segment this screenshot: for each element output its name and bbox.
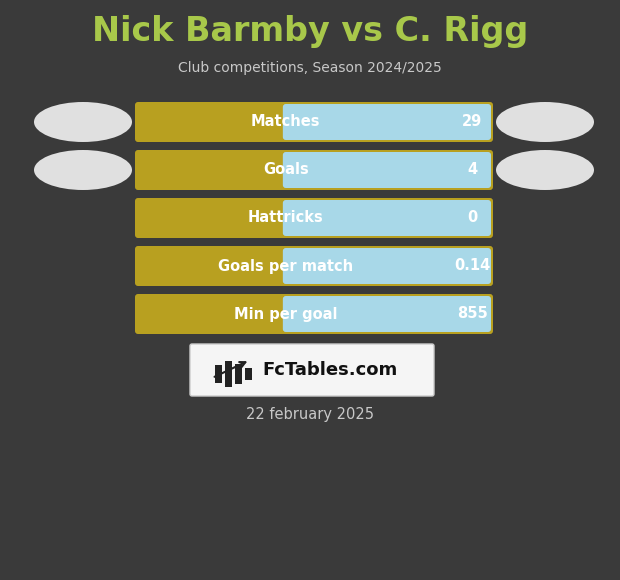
FancyBboxPatch shape — [135, 150, 493, 190]
Text: 29: 29 — [462, 114, 482, 129]
FancyBboxPatch shape — [283, 152, 491, 188]
FancyBboxPatch shape — [245, 368, 252, 380]
Text: Min per goal: Min per goal — [234, 306, 338, 321]
FancyBboxPatch shape — [135, 294, 493, 334]
FancyBboxPatch shape — [283, 200, 491, 236]
Text: Matches: Matches — [251, 114, 321, 129]
FancyBboxPatch shape — [225, 361, 232, 387]
FancyBboxPatch shape — [283, 296, 491, 332]
Text: 22 february 2025: 22 february 2025 — [246, 408, 374, 422]
FancyBboxPatch shape — [215, 365, 222, 383]
Ellipse shape — [34, 102, 132, 142]
FancyBboxPatch shape — [235, 364, 242, 384]
Text: Goals per match: Goals per match — [218, 259, 353, 274]
Text: FcTables.com: FcTables.com — [262, 361, 397, 379]
Ellipse shape — [34, 150, 132, 190]
Text: Club competitions, Season 2024/2025: Club competitions, Season 2024/2025 — [178, 61, 442, 75]
Ellipse shape — [496, 150, 594, 190]
FancyBboxPatch shape — [135, 102, 493, 142]
FancyBboxPatch shape — [283, 104, 491, 140]
Text: 4: 4 — [467, 162, 477, 177]
FancyBboxPatch shape — [135, 246, 493, 286]
Text: Nick Barmby vs C. Rigg: Nick Barmby vs C. Rigg — [92, 16, 528, 49]
FancyBboxPatch shape — [190, 344, 434, 396]
Text: 0.14: 0.14 — [454, 259, 490, 274]
Ellipse shape — [496, 102, 594, 142]
Text: Goals: Goals — [263, 162, 309, 177]
Text: Hattricks: Hattricks — [248, 211, 324, 226]
Text: 0: 0 — [467, 211, 477, 226]
Text: 855: 855 — [456, 306, 487, 321]
FancyBboxPatch shape — [283, 248, 491, 284]
FancyBboxPatch shape — [135, 198, 493, 238]
